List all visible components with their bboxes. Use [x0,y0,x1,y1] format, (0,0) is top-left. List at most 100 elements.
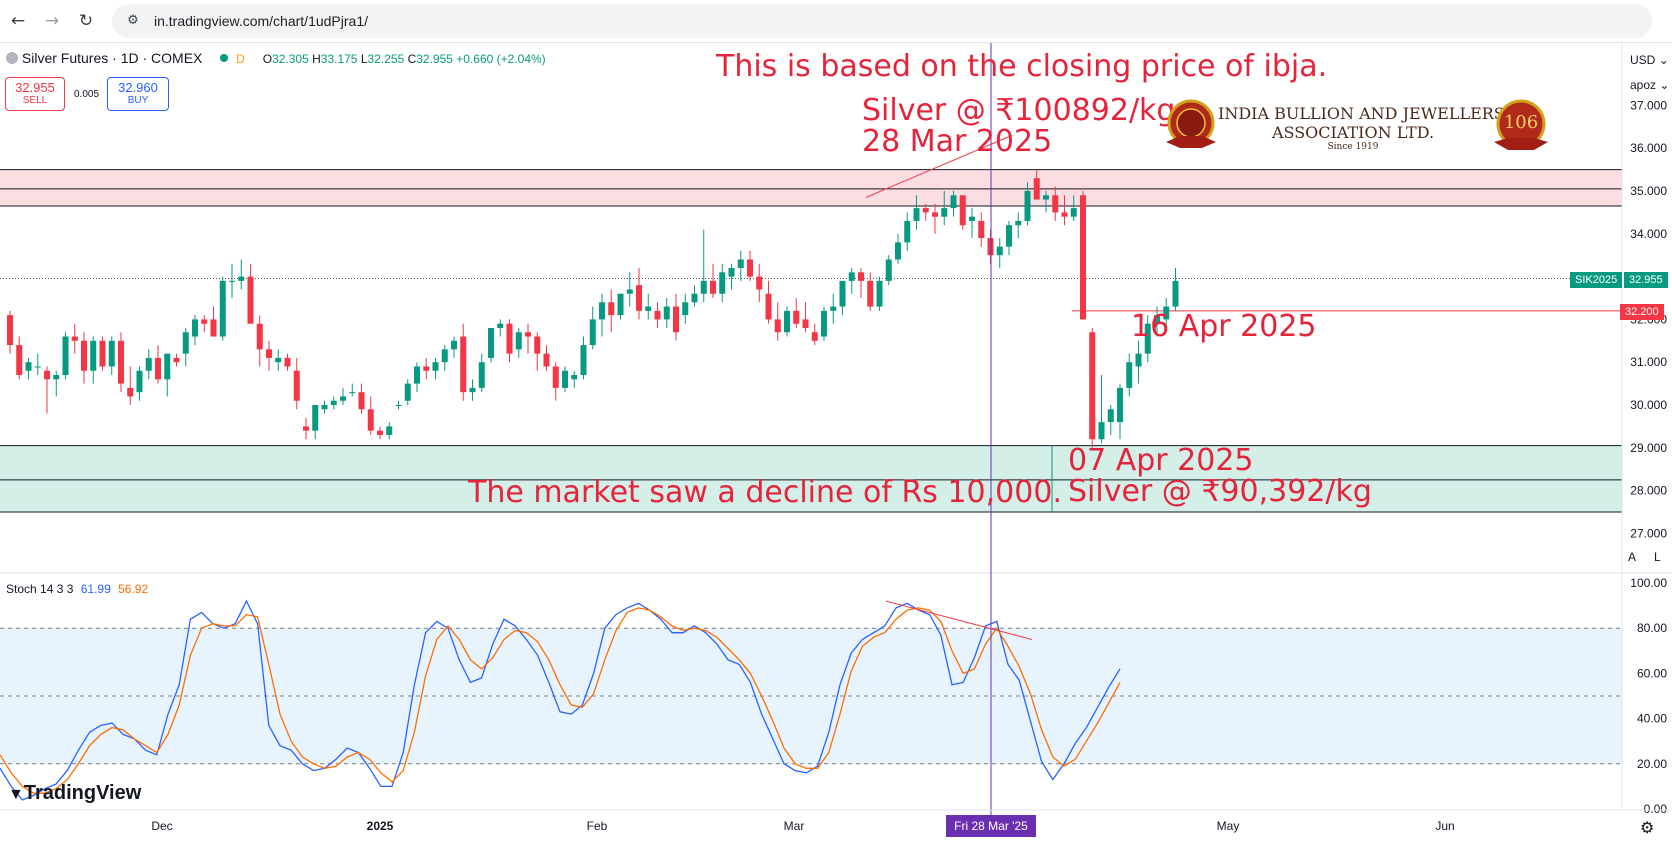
zone-resistance [0,169,1622,206]
candle-body [802,319,809,328]
candle-body [1015,220,1022,226]
candle-body [312,405,319,431]
candle-body [1163,306,1170,320]
candle-body [303,426,309,431]
back-icon[interactable]: ← [10,11,26,31]
price-tick-label: 30.000 [1630,398,1667,412]
badge-number: 106 [1503,112,1539,133]
price-chart[interactable]: 27.00028.00029.00030.00031.00032.00033.0… [0,43,1672,850]
price-tick-label: 31.000 [1630,355,1667,369]
candle-body [423,366,430,371]
candle-body [219,280,226,337]
stoch-tick-label: 0.00 [1644,802,1668,816]
candle-body [201,319,208,324]
candle-body [1107,409,1114,423]
forward-icon[interactable]: → [44,11,60,31]
candle-body [737,259,744,269]
candle-body [1061,212,1068,217]
candle-body [1135,353,1142,367]
candle-body [358,392,365,410]
auto-scale-button[interactable]: A [1628,550,1637,564]
price-tick-label: 27.000 [1630,526,1667,540]
time-tick-label: 2025 [367,819,394,833]
candle-body [756,276,763,290]
candle-body [654,310,661,320]
candle-body [349,392,356,394]
ibja-emblem [1160,98,1222,152]
hline-price-label: 32.200 [1620,304,1664,320]
candle-body [1070,208,1077,217]
log-scale-button[interactable]: L [1654,550,1661,564]
currency-selector[interactable]: USD ⌄ [1630,53,1669,67]
candle-body [700,280,707,294]
address-bar[interactable]: ⚙ in.tradingview.com/chart/1udPjra1/ [112,4,1652,38]
candle-body [377,430,383,435]
candle-body [534,336,541,354]
symbol-legend[interactable]: Silver Futures · 1D · COMEX D O32.305 H3… [6,50,546,66]
price-tick-label: 29.000 [1630,441,1667,455]
candle-body [108,340,115,367]
candle-body [1172,280,1179,307]
candle-body [636,285,642,311]
candle-body [1144,323,1151,354]
candle-body [978,220,985,239]
tradingview-logo[interactable]: ▼TradingView [8,782,142,804]
buy-price: 32.960 [118,80,158,95]
candle-body [765,293,772,320]
candle-body [941,208,948,217]
candle-body [904,220,911,243]
candle-body [691,293,698,303]
ohlc-values: O32.305 H33.175 L32.255 C32.955 +0.660 (… [262,52,546,66]
candle-body [830,306,837,311]
stoch-tick-label: 80.00 [1637,621,1667,635]
candle-body [1006,225,1012,247]
buy-button[interactable]: 32.960 BUY [107,77,169,111]
candle-body [867,280,874,307]
candle-body [53,375,60,380]
site-settings-icon[interactable]: ⚙ [127,13,139,28]
candle-body [784,310,790,333]
candle-body [774,319,781,333]
annotation-closing-price: This is based on the closing price of ib… [716,49,1328,84]
candle-body [173,357,180,363]
candle-body [136,370,143,393]
spread-value: 0.005 [74,89,100,100]
gear-icon[interactable]: ⚙ [1640,818,1655,837]
candle-body [386,426,393,435]
sell-button[interactable]: 32.955 SELL [5,77,65,111]
candle-body [876,280,883,307]
candle-body [127,387,134,397]
candle-body [543,353,550,367]
reload-icon[interactable]: ↻ [78,11,94,31]
candle-body [913,208,920,221]
candle-body [858,272,864,281]
candle-body [256,323,263,350]
candle-body [367,409,374,431]
candle-body [284,357,291,367]
time-tick-label: Jun [1435,819,1454,833]
url-text[interactable]: in.tradingview.com/chart/1udPjra1/ [154,13,368,29]
candle-body [710,280,716,294]
candle-body [34,366,41,368]
market-status-letter: D [236,52,245,66]
candle-body [682,302,689,316]
candle-body [626,289,633,294]
ticker-price-label: SIK2025 [1570,272,1623,288]
scale-mode-selector[interactable]: apoz ⌄ [1630,78,1670,92]
candle-body [469,387,476,393]
candle-body [432,362,439,371]
candle-body [441,349,448,363]
candle-body [16,345,23,376]
stoch-legend[interactable]: Stoch 14 3 3 61.99 56.92 [6,582,148,596]
trendline-price [865,134,1013,198]
price-tick-label: 37.000 [1630,98,1667,112]
candle-body [552,366,559,388]
candle-body [663,306,670,320]
annotation-decline: The market saw a decline of Rs 10,000. [468,475,1062,510]
candle-body [839,280,846,307]
candle-body [1052,195,1059,213]
time-tick-label: Dec [151,819,172,833]
candle-body [1098,422,1105,440]
candle-body [145,357,152,371]
candle-body [922,208,929,213]
